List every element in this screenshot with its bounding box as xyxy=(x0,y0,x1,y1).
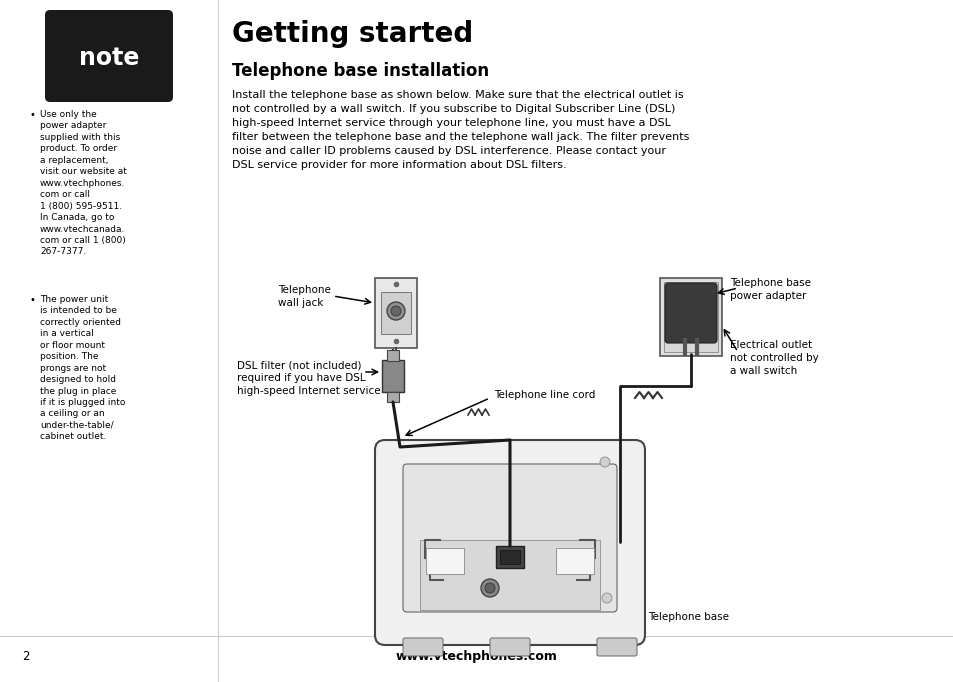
Text: Telephone base: Telephone base xyxy=(647,612,728,622)
FancyBboxPatch shape xyxy=(597,638,637,656)
Text: Getting started: Getting started xyxy=(232,20,473,48)
Text: The power unit
is intended to be
correctly oriented
in a vertical
or floor mount: The power unit is intended to be correct… xyxy=(40,295,125,441)
Bar xyxy=(381,360,403,392)
Text: Install the telephone base as shown below. Make sure that the electrical outlet : Install the telephone base as shown belo… xyxy=(232,90,689,170)
Text: Use only the
power adapter
supplied with this
product. To order
a replacement,
v: Use only the power adapter supplied with… xyxy=(40,110,127,256)
FancyBboxPatch shape xyxy=(402,638,442,656)
Text: Telephone base
power adapter: Telephone base power adapter xyxy=(729,278,810,301)
Bar xyxy=(499,550,519,564)
Bar xyxy=(556,548,594,574)
Text: DSL filter (not included)
required if you have DSL
high-speed Internet service: DSL filter (not included) required if yo… xyxy=(236,360,380,396)
Bar xyxy=(426,548,463,574)
Bar xyxy=(419,540,599,610)
Circle shape xyxy=(599,457,609,467)
Text: •: • xyxy=(30,110,36,120)
FancyBboxPatch shape xyxy=(375,440,644,645)
FancyBboxPatch shape xyxy=(490,638,530,656)
Bar xyxy=(496,546,523,568)
Bar xyxy=(663,282,718,352)
Circle shape xyxy=(391,306,400,316)
Bar xyxy=(659,278,721,356)
Text: •: • xyxy=(30,295,36,305)
Text: Telephone
wall jack: Telephone wall jack xyxy=(277,285,331,308)
Bar xyxy=(387,350,398,361)
Circle shape xyxy=(480,579,498,597)
Text: Telephone line cord: Telephone line cord xyxy=(494,390,595,400)
Circle shape xyxy=(484,583,495,593)
Text: Telephone base installation: Telephone base installation xyxy=(232,62,489,80)
Circle shape xyxy=(601,593,612,603)
Text: 2: 2 xyxy=(22,650,30,663)
Bar xyxy=(380,292,411,334)
Circle shape xyxy=(387,302,405,320)
Text: note: note xyxy=(79,46,139,70)
Bar xyxy=(387,392,398,402)
Text: Electrical outlet
not controlled by
a wall switch: Electrical outlet not controlled by a wa… xyxy=(729,340,818,376)
FancyBboxPatch shape xyxy=(45,10,172,102)
Bar xyxy=(375,278,416,348)
FancyBboxPatch shape xyxy=(402,464,617,612)
FancyBboxPatch shape xyxy=(664,283,717,343)
Text: www.vtechphones.com: www.vtechphones.com xyxy=(395,650,558,663)
